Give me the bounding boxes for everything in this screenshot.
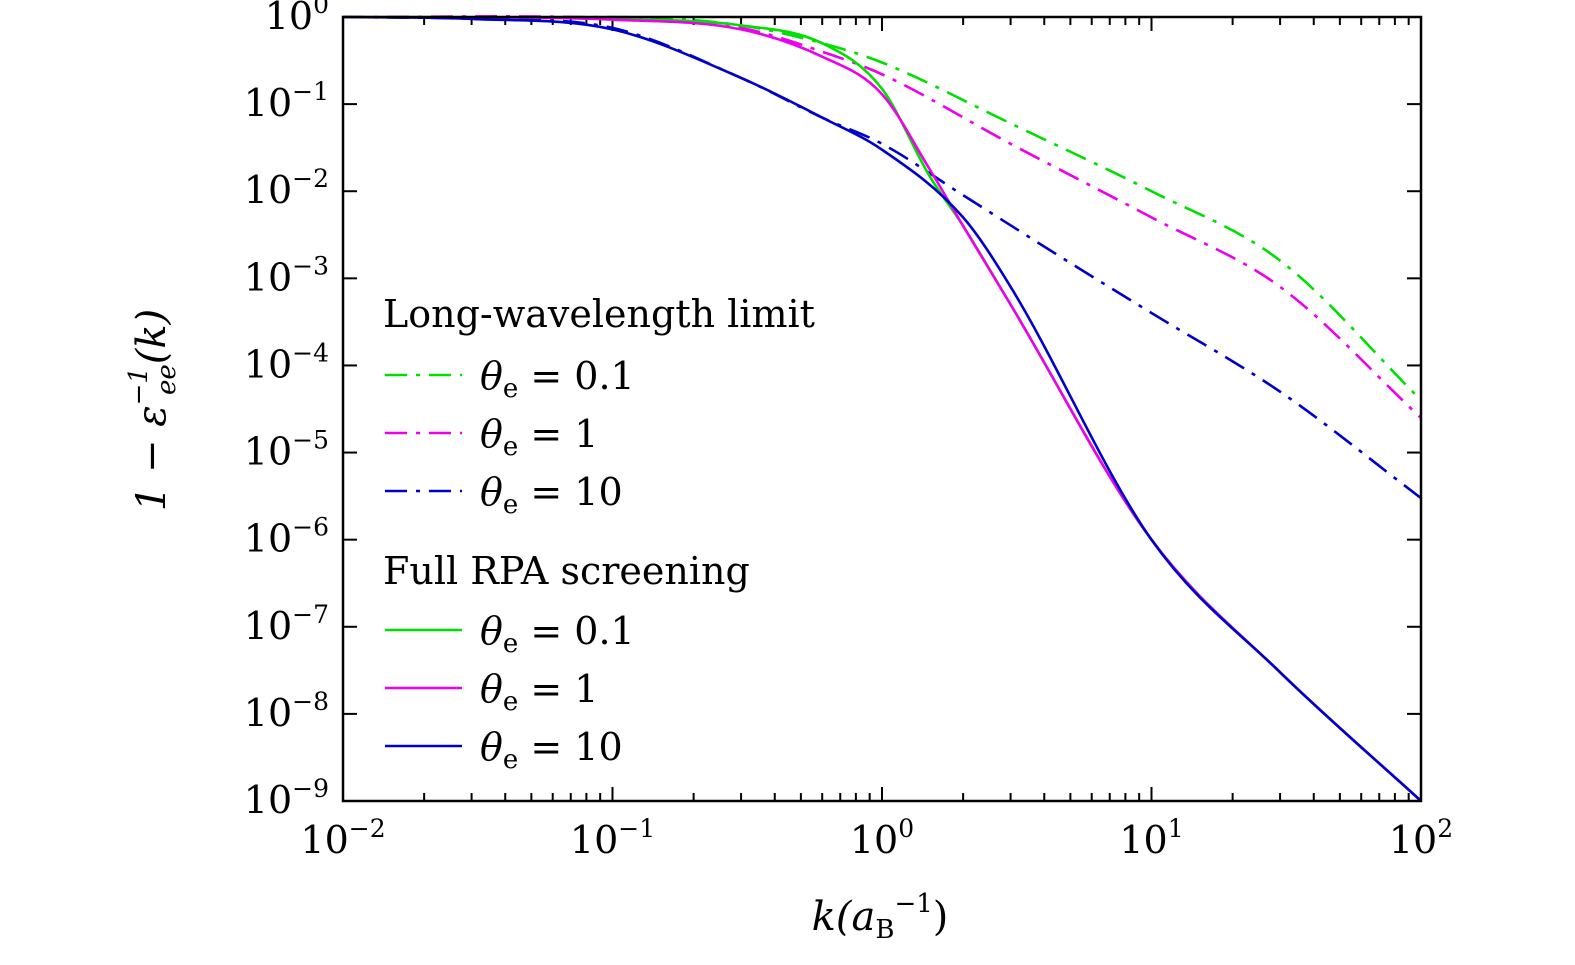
plot-series <box>342 15 1422 802</box>
x-tick-label: 10−1 <box>570 814 655 862</box>
y-tick-label: 100 <box>265 0 329 38</box>
legend-entry-label: θe = 0.1 <box>480 609 635 659</box>
y-tick-labels: 100 10−1 10−2 10−3 10−4 10−5 10−6 10−7 10−8 10−9 <box>244 0 329 822</box>
y-tick-label: 10−2 <box>244 164 329 212</box>
x-tick-labels: 10−2 10−1 100 101 102 <box>300 814 1453 862</box>
y-tick-label: 10−3 <box>244 251 329 299</box>
y-tick-label: 10−8 <box>244 687 329 735</box>
plot-frame <box>341 15 1423 803</box>
x-axis-label: k(aB−1) <box>812 889 949 945</box>
y-tick-label: 10−9 <box>244 774 329 822</box>
series-line-long-wavelength-2 <box>342 15 1422 500</box>
y-tick-label: 10−5 <box>244 426 329 474</box>
y-tick-label: 10−1 <box>244 77 329 125</box>
series-line-full-rpa-3 <box>342 15 1422 802</box>
x-tick-label: 10−2 <box>300 814 385 862</box>
legend-entry-label: θe = 10 <box>480 470 623 520</box>
series-line-full-rpa-5 <box>342 15 1422 802</box>
legend-heading: Full RPA screening <box>383 549 750 593</box>
legend-entry-label: θe = 1 <box>480 667 598 717</box>
tick-marks <box>342 16 1422 802</box>
x-tick-label: 102 <box>1389 814 1453 862</box>
y-tick-label: 10−4 <box>244 338 329 386</box>
x-tick-label: 100 <box>850 814 914 862</box>
y-tick-label: 10−7 <box>244 600 329 648</box>
legend-entry-label: θe = 0.1 <box>480 354 635 404</box>
legend-entry-label: θe = 10 <box>480 725 623 775</box>
series-line-full-rpa-4 <box>342 15 1422 802</box>
y-tick-label: 10−6 <box>244 513 329 561</box>
series-line-long-wavelength-1 <box>342 15 1422 419</box>
legend: Long-wavelength limit θe = 0.1 θe = 1 θe = … <box>383 292 815 775</box>
legend-entry-label: θe = 1 <box>480 412 598 462</box>
x-tick-label: 101 <box>1119 814 1183 862</box>
legend-heading: Long-wavelength limit <box>383 292 815 336</box>
y-axis-label: 1 − ε−1ee(k) <box>124 309 182 511</box>
